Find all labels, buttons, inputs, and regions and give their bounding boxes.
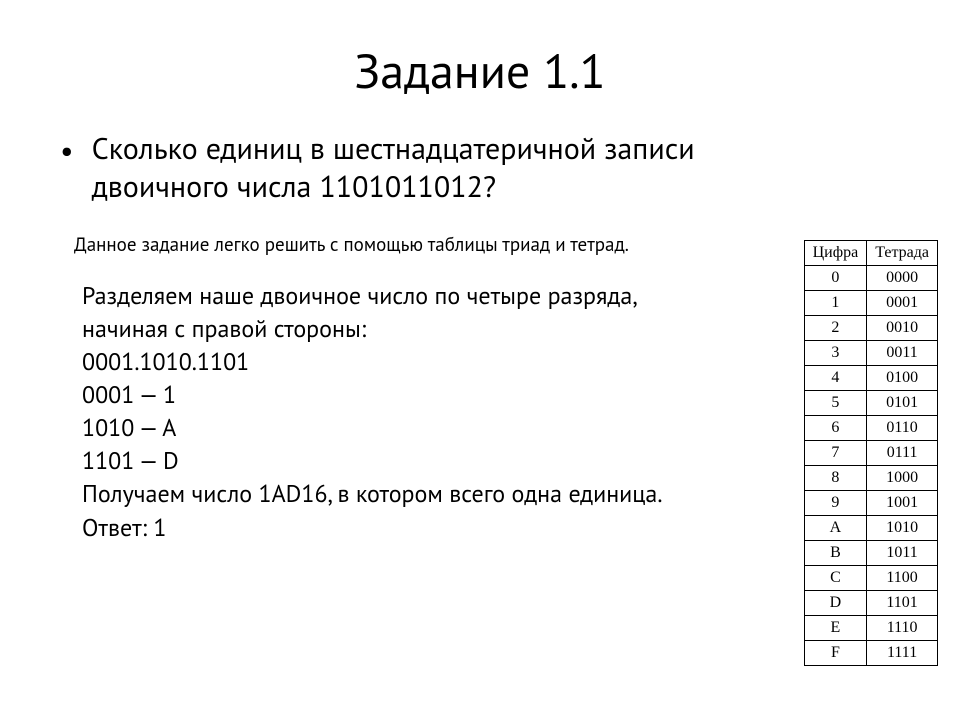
cell-digit: A bbox=[804, 516, 867, 541]
hint-text: Данное задание легко решить с помощью та… bbox=[74, 233, 920, 257]
cell-tetrad: 0010 bbox=[867, 316, 938, 341]
body-line: Получаем число 1AD16, в котором всего од… bbox=[82, 477, 690, 510]
cell-tetrad: 0100 bbox=[867, 366, 938, 391]
cell-tetrad: 0001 bbox=[867, 291, 938, 316]
table-row: 70111 bbox=[804, 441, 937, 466]
table-header-row: Цифра Тетрада bbox=[804, 241, 937, 266]
table-row: 40100 bbox=[804, 366, 937, 391]
cell-digit: 7 bbox=[804, 441, 867, 466]
body-line: 0001.1010.1101 bbox=[82, 345, 690, 378]
cell-digit: 6 bbox=[804, 416, 867, 441]
cell-digit: 5 bbox=[804, 391, 867, 416]
cell-tetrad: 1011 bbox=[867, 541, 938, 566]
table-row: E1110 bbox=[804, 616, 937, 641]
cell-digit: E bbox=[804, 616, 867, 641]
cell-digit: D bbox=[804, 591, 867, 616]
bullet-icon: • bbox=[60, 136, 74, 166]
cell-tetrad: 1000 bbox=[867, 466, 938, 491]
cell-tetrad: 0111 bbox=[867, 441, 938, 466]
cell-digit: C bbox=[804, 566, 867, 591]
cell-digit: 1 bbox=[804, 291, 867, 316]
cell-tetrad: 1111 bbox=[867, 641, 938, 666]
table-row: 30011 bbox=[804, 341, 937, 366]
tetrad-table: Цифра Тетрада 00000 10001 20010 30011 40… bbox=[804, 240, 938, 666]
cell-digit: 8 bbox=[804, 466, 867, 491]
question-block: • Сколько единиц в шестнадцатеричной зап… bbox=[60, 130, 720, 207]
solution-body: Разделяем наше двоичное число по четыре … bbox=[82, 279, 690, 544]
body-line: 1010 — A bbox=[82, 411, 690, 444]
cell-tetrad: 1110 bbox=[867, 616, 938, 641]
table-row: 10001 bbox=[804, 291, 937, 316]
body-line: 1101 — D bbox=[82, 444, 690, 477]
cell-digit: 4 bbox=[804, 366, 867, 391]
question-text: Сколько единиц в шестнадцатеричной запис… bbox=[92, 130, 720, 207]
cell-tetrad: 0101 bbox=[867, 391, 938, 416]
table-row: 20010 bbox=[804, 316, 937, 341]
cell-tetrad: 1101 bbox=[867, 591, 938, 616]
cell-digit: 2 bbox=[804, 316, 867, 341]
cell-tetrad: 0011 bbox=[867, 341, 938, 366]
table-row: C1100 bbox=[804, 566, 937, 591]
page-title: Задание 1.1 bbox=[40, 40, 920, 102]
body-line: Ответ: 1 bbox=[82, 511, 690, 544]
cell-digit: F bbox=[804, 641, 867, 666]
table-row: F1111 bbox=[804, 641, 937, 666]
cell-tetrad: 1001 bbox=[867, 491, 938, 516]
table-row: 91001 bbox=[804, 491, 937, 516]
cell-digit: 0 bbox=[804, 266, 867, 291]
table-row: 81000 bbox=[804, 466, 937, 491]
table-row: B1011 bbox=[804, 541, 937, 566]
table-header-digit: Цифра bbox=[804, 241, 867, 266]
cell-digit: 3 bbox=[804, 341, 867, 366]
cell-tetrad: 0000 bbox=[867, 266, 938, 291]
cell-tetrad: 1100 bbox=[867, 566, 938, 591]
cell-tetrad: 1010 bbox=[867, 516, 938, 541]
table-row: 50101 bbox=[804, 391, 937, 416]
table-row: 00000 bbox=[804, 266, 937, 291]
cell-digit: B bbox=[804, 541, 867, 566]
table-row: D1101 bbox=[804, 591, 937, 616]
table-row: 60110 bbox=[804, 416, 937, 441]
body-line: 0001 — 1 bbox=[82, 378, 690, 411]
cell-tetrad: 0110 bbox=[867, 416, 938, 441]
slide: Задание 1.1 • Сколько единиц в шестнадца… bbox=[0, 0, 960, 720]
cell-digit: 9 bbox=[804, 491, 867, 516]
body-line: Разделяем наше двоичное число по четыре … bbox=[82, 279, 690, 345]
table-row: A1010 bbox=[804, 516, 937, 541]
table-header-tetrad: Тетрада bbox=[867, 241, 938, 266]
